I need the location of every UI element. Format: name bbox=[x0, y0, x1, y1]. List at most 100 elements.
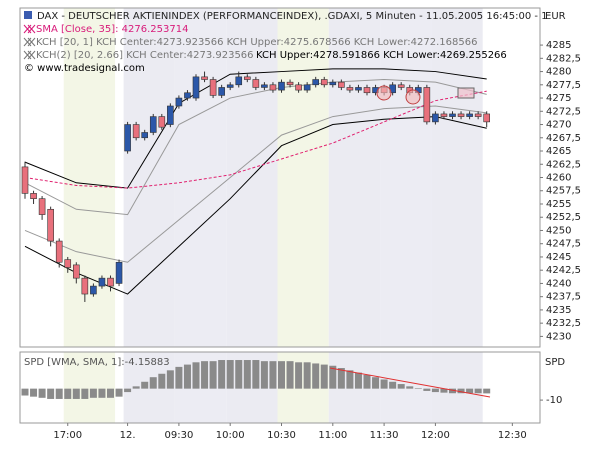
bar bbox=[320, 364, 328, 389]
icon bbox=[23, 24, 32, 34]
y-tick-label: 4242,5 bbox=[546, 265, 581, 276]
bar bbox=[406, 386, 414, 389]
bar bbox=[107, 388, 114, 398]
bar bbox=[457, 388, 465, 394]
y-tick-label: 4257,5 bbox=[546, 186, 581, 197]
bar bbox=[226, 360, 234, 389]
chart-title: DAX - DEUTSCHER AKTIENINDEX (PERFORMANCE… bbox=[37, 11, 548, 22]
candle-body bbox=[449, 113, 456, 117]
candle-body bbox=[184, 92, 191, 99]
y-tick-label: 4230 bbox=[546, 331, 571, 342]
candle-body bbox=[21, 166, 29, 194]
candle-body bbox=[55, 240, 63, 263]
indicator-line bbox=[24, 79, 487, 216]
x-tick-label: 17:00 bbox=[53, 430, 82, 441]
bar bbox=[30, 388, 38, 397]
candle-body bbox=[338, 81, 345, 88]
bar bbox=[431, 388, 439, 393]
bar bbox=[286, 361, 294, 389]
bar bbox=[449, 388, 456, 394]
bar bbox=[235, 360, 243, 389]
candle-body bbox=[141, 132, 148, 139]
candle-body bbox=[64, 259, 72, 268]
icon bbox=[23, 50, 32, 60]
bar bbox=[209, 361, 217, 389]
shade-band bbox=[63, 8, 116, 347]
y-tick-label: 4245 bbox=[546, 252, 571, 263]
shade-band bbox=[226, 8, 278, 347]
y-tick-label: 4255 bbox=[546, 199, 571, 210]
bar bbox=[141, 381, 149, 389]
candle-body bbox=[90, 285, 97, 295]
legend-icon bbox=[23, 50, 36, 60]
candle-body bbox=[47, 208, 54, 242]
candle-body bbox=[209, 79, 217, 96]
bar bbox=[329, 365, 337, 389]
x-tick-label: 12. bbox=[120, 430, 136, 441]
x-tick-label: 12:00 bbox=[421, 430, 450, 441]
legend-text: SMA [Close, 35]: 4276.253714 bbox=[36, 24, 188, 35]
bar bbox=[81, 388, 89, 399]
bar bbox=[183, 364, 191, 389]
bar bbox=[252, 360, 260, 389]
bar bbox=[372, 377, 380, 389]
bar bbox=[38, 388, 46, 398]
x-tick-label: 11:30 bbox=[370, 430, 399, 441]
x-tick-label: 12:30 bbox=[498, 430, 527, 441]
trend-line bbox=[329, 367, 491, 398]
bar bbox=[47, 388, 55, 399]
y-axis-label: EUR bbox=[545, 11, 566, 22]
candle-body bbox=[440, 113, 448, 117]
bar bbox=[423, 388, 431, 391]
candle-body bbox=[423, 87, 431, 123]
y-tick-label: 4262,5 bbox=[546, 159, 581, 170]
highlight-box bbox=[457, 87, 475, 99]
candle-body bbox=[295, 84, 302, 91]
candle-body bbox=[483, 113, 491, 123]
candle-body bbox=[278, 81, 285, 91]
shade-band bbox=[380, 352, 432, 423]
bar bbox=[260, 361, 268, 389]
shade-band bbox=[63, 352, 116, 423]
y-tick-label: 4240 bbox=[546, 278, 571, 289]
bar bbox=[303, 362, 311, 389]
indicator-line bbox=[24, 105, 487, 263]
bar bbox=[312, 363, 320, 389]
candle-body bbox=[397, 84, 405, 88]
symbol-icon bbox=[24, 11, 32, 19]
bar bbox=[72, 388, 80, 399]
y-tick-label: 4285 bbox=[546, 40, 571, 51]
bar bbox=[397, 384, 405, 389]
bar bbox=[243, 360, 251, 389]
bar bbox=[89, 388, 97, 398]
highlight-circle bbox=[405, 89, 421, 105]
candle-body bbox=[124, 124, 131, 152]
candle-body bbox=[107, 277, 114, 287]
bar bbox=[218, 360, 226, 389]
spd-frame bbox=[19, 351, 541, 424]
candle-body bbox=[457, 113, 465, 117]
icon bbox=[27, 50, 36, 60]
bar bbox=[124, 388, 132, 393]
bar bbox=[149, 377, 157, 389]
y-tick-label: 4260 bbox=[546, 173, 571, 184]
candle-body bbox=[252, 79, 260, 88]
candle-body bbox=[81, 277, 89, 295]
shade-band bbox=[123, 352, 175, 423]
bar bbox=[269, 361, 277, 389]
icon bbox=[27, 24, 36, 34]
y-tick-label: 4267,5 bbox=[546, 133, 581, 144]
candle-body bbox=[167, 105, 174, 125]
shade-band bbox=[328, 352, 381, 423]
bar bbox=[466, 388, 474, 394]
spd-axis-label: SPD bbox=[545, 357, 565, 368]
y-tick-label: 4282,5 bbox=[546, 53, 581, 64]
icon bbox=[27, 37, 36, 47]
bar bbox=[440, 388, 448, 393]
candle-body bbox=[73, 264, 80, 279]
x-tick-label: 09:30 bbox=[164, 430, 193, 441]
y-tick-label: 4235 bbox=[546, 305, 571, 316]
bar bbox=[132, 386, 140, 389]
y-tick-label: 4270 bbox=[546, 120, 571, 131]
